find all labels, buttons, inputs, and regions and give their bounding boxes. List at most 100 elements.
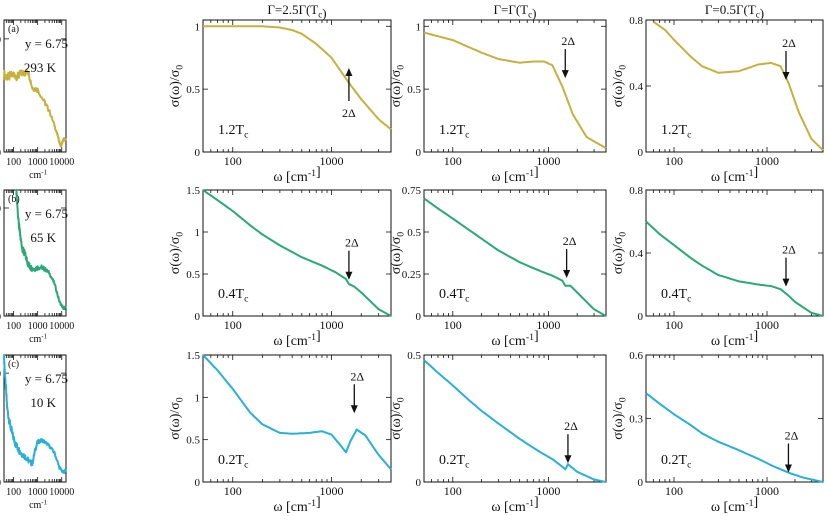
chart-b-2.5: 100 1000 0 0.5 1 1.5 ω [cm-1] σ(ω)/σ0 0.4Tc 2Δ	[168, 185, 392, 349]
y-tick-label: 0	[195, 477, 201, 489]
series-line	[423, 197, 607, 317]
temperature-label: 0.4Tc	[218, 287, 249, 305]
gap-label: 2Δ	[561, 34, 575, 48]
y-tick-label: 0.3	[629, 414, 643, 426]
temperature-label: 0.4Tc	[439, 287, 470, 305]
x-tick-label: 1000	[28, 487, 48, 498]
x-axis-label: ω [cm-1]	[491, 329, 538, 349]
y-tick-label: 1	[195, 392, 201, 404]
column-title-3: Γ=0.5Γ(Tc)	[705, 2, 764, 20]
gap-arrow-head	[782, 72, 790, 81]
x-tick-label: 100	[224, 154, 242, 168]
series-line	[202, 189, 392, 317]
x-tick-label: 1000	[755, 318, 779, 332]
y-tick-label: 0.5	[407, 227, 421, 239]
x-axis-label: cm-1	[29, 499, 48, 512]
x-tick-label: 1000	[320, 318, 344, 332]
chart-b-1.0: 100 1000 0 0.25 0.5 0.75 ω [cm-1] σ(ω)/σ0 0.4Tc 2…	[389, 185, 607, 349]
x-tick-label: 100	[6, 157, 21, 168]
y-tick-label: 0.5	[407, 350, 421, 362]
temperature-label: 1.2Tc	[218, 123, 249, 141]
series-line	[652, 20, 824, 152]
gap-arrow-head	[564, 455, 572, 464]
series-line	[423, 31, 607, 150]
x-tick-label: 1000	[536, 318, 560, 332]
x-tick-label: 1000	[320, 484, 344, 498]
gap-label: 2Δ	[342, 106, 356, 120]
y-tick-label: 1.5	[186, 185, 200, 197]
doping-annotation: y = 6.75	[25, 36, 68, 51]
temperature-label: 1.2Tc	[661, 123, 692, 141]
temperature-label: 1.2Tc	[439, 123, 470, 141]
y-axis-label: σ(ω)/σ0	[389, 397, 407, 440]
x-tick-label: 10000	[49, 321, 74, 332]
chart-c-2.5: 100 1000 0 0.5 1 1.5 ω [cm-1] σ(ω)/σ0 0.2Tc 2Δ	[168, 350, 392, 515]
x-tick-label: 1000	[755, 154, 779, 168]
x-tick-label: 100	[444, 154, 462, 168]
gap-arrow-head	[563, 270, 571, 279]
x-tick-label: 100	[665, 154, 683, 168]
y-axis-label: σ(ω)/σ0	[168, 397, 186, 440]
y-tick-label: 0.8	[629, 15, 643, 27]
gap-label: 2Δ	[782, 243, 796, 257]
chart-b-exp: 10010001000003000cm-1σ1(ω)(b)y = 6.7565 …	[0, 189, 74, 345]
x-axis-label: ω [cm-1]	[273, 495, 320, 515]
chart-c-exp: 10010001000003000cm-1σ1(ω)(c)y = 6.7510 …	[0, 354, 74, 512]
y-tick-label: 0.5	[186, 435, 200, 447]
y-tick-label: 0	[0, 478, 1, 489]
chart-a-2.5: 100 1000 0 0.5 1 ω [cm-1] σ(ω)/σ0 1.2Tc 2Δ	[168, 19, 392, 185]
chart-c-1.0: 100 1000 0 0.5 ω [cm-1] σ(ω)/σ0 0.2Tc 2Δ	[389, 350, 607, 515]
y-tick-label: 0	[416, 477, 422, 489]
y-axis-label: σ(ω)/σ0	[168, 65, 186, 108]
gap-label: 2Δ	[350, 369, 364, 383]
series-line	[202, 354, 392, 470]
y-axis-label: σ(ω)/σ0	[168, 232, 186, 275]
temperature-label: 0.2Tc	[218, 453, 249, 471]
panel-label: (a)	[8, 24, 19, 35]
gap-arrow-head	[782, 278, 790, 287]
doping-annotation: y = 6.75	[25, 371, 68, 386]
x-axis-label: ω [cm-1]	[711, 165, 758, 185]
temperature-label: 0.2Tc	[661, 453, 692, 471]
plot-frame	[202, 189, 392, 317]
x-axis-label: ω [cm-1]	[491, 495, 538, 515]
x-tick-label: 1000	[28, 321, 48, 332]
plot-frame	[423, 19, 607, 153]
y-axis-label: σ(ω)/σ0	[389, 232, 407, 275]
y-tick-label: 0.4	[629, 248, 643, 260]
plot-frame	[202, 354, 392, 483]
temperature-annotation: 65 K	[30, 230, 56, 245]
y-tick-label: 3000	[0, 369, 1, 380]
x-axis-label: ω [cm-1]	[711, 495, 758, 515]
gap-label: 2Δ	[345, 236, 359, 250]
x-tick-label: 1000	[536, 484, 560, 498]
panel-label: (c)	[8, 359, 19, 370]
column-title-1: Γ=2.5Γ(Tc)	[267, 2, 326, 20]
x-tick-label: 100	[6, 487, 21, 498]
y-tick-label: 0	[638, 147, 644, 159]
x-tick-label: 10000	[49, 157, 74, 168]
y-tick-label: 0	[416, 147, 422, 159]
x-axis-label: ω [cm-1]	[273, 165, 320, 185]
gap-arrow-head	[345, 68, 353, 77]
gap-label: 2Δ	[563, 234, 577, 248]
y-tick-label: 3000	[0, 35, 1, 46]
x-tick-label: 100	[6, 321, 21, 332]
y-tick-label: 1	[195, 21, 201, 33]
y-tick-label: 1.5	[186, 350, 200, 362]
y-tick-label: 0.75	[402, 185, 422, 197]
y-axis-label: σ(ω)/σ0	[611, 397, 629, 440]
x-tick-label: 1000	[28, 157, 48, 168]
chart-c-0.5: 100 1000 0 0.3 0.6 ω [cm-1] σ(ω)/σ0 0.2Tc 2Δ	[611, 350, 824, 515]
plot-frame	[423, 189, 607, 317]
x-tick-label: 1000	[320, 154, 344, 168]
temperature-label: 0.2Tc	[439, 453, 470, 471]
series-line	[15, 189, 67, 311]
y-axis-label: σ(ω)/σ0	[389, 65, 407, 108]
x-axis-label: ω [cm-1]	[273, 329, 320, 349]
chart-a-1.0: 100 1000 0 0.5 1 ω [cm-1] σ(ω)/σ0 1.2Tc 2Δ	[389, 19, 607, 185]
gap-label: 2Δ	[564, 419, 578, 433]
chart-a-exp: 10010001000003000cm-1σ1(ω)(a)y = 6.75293…	[0, 19, 74, 181]
doping-annotation: y = 6.75	[25, 206, 68, 221]
